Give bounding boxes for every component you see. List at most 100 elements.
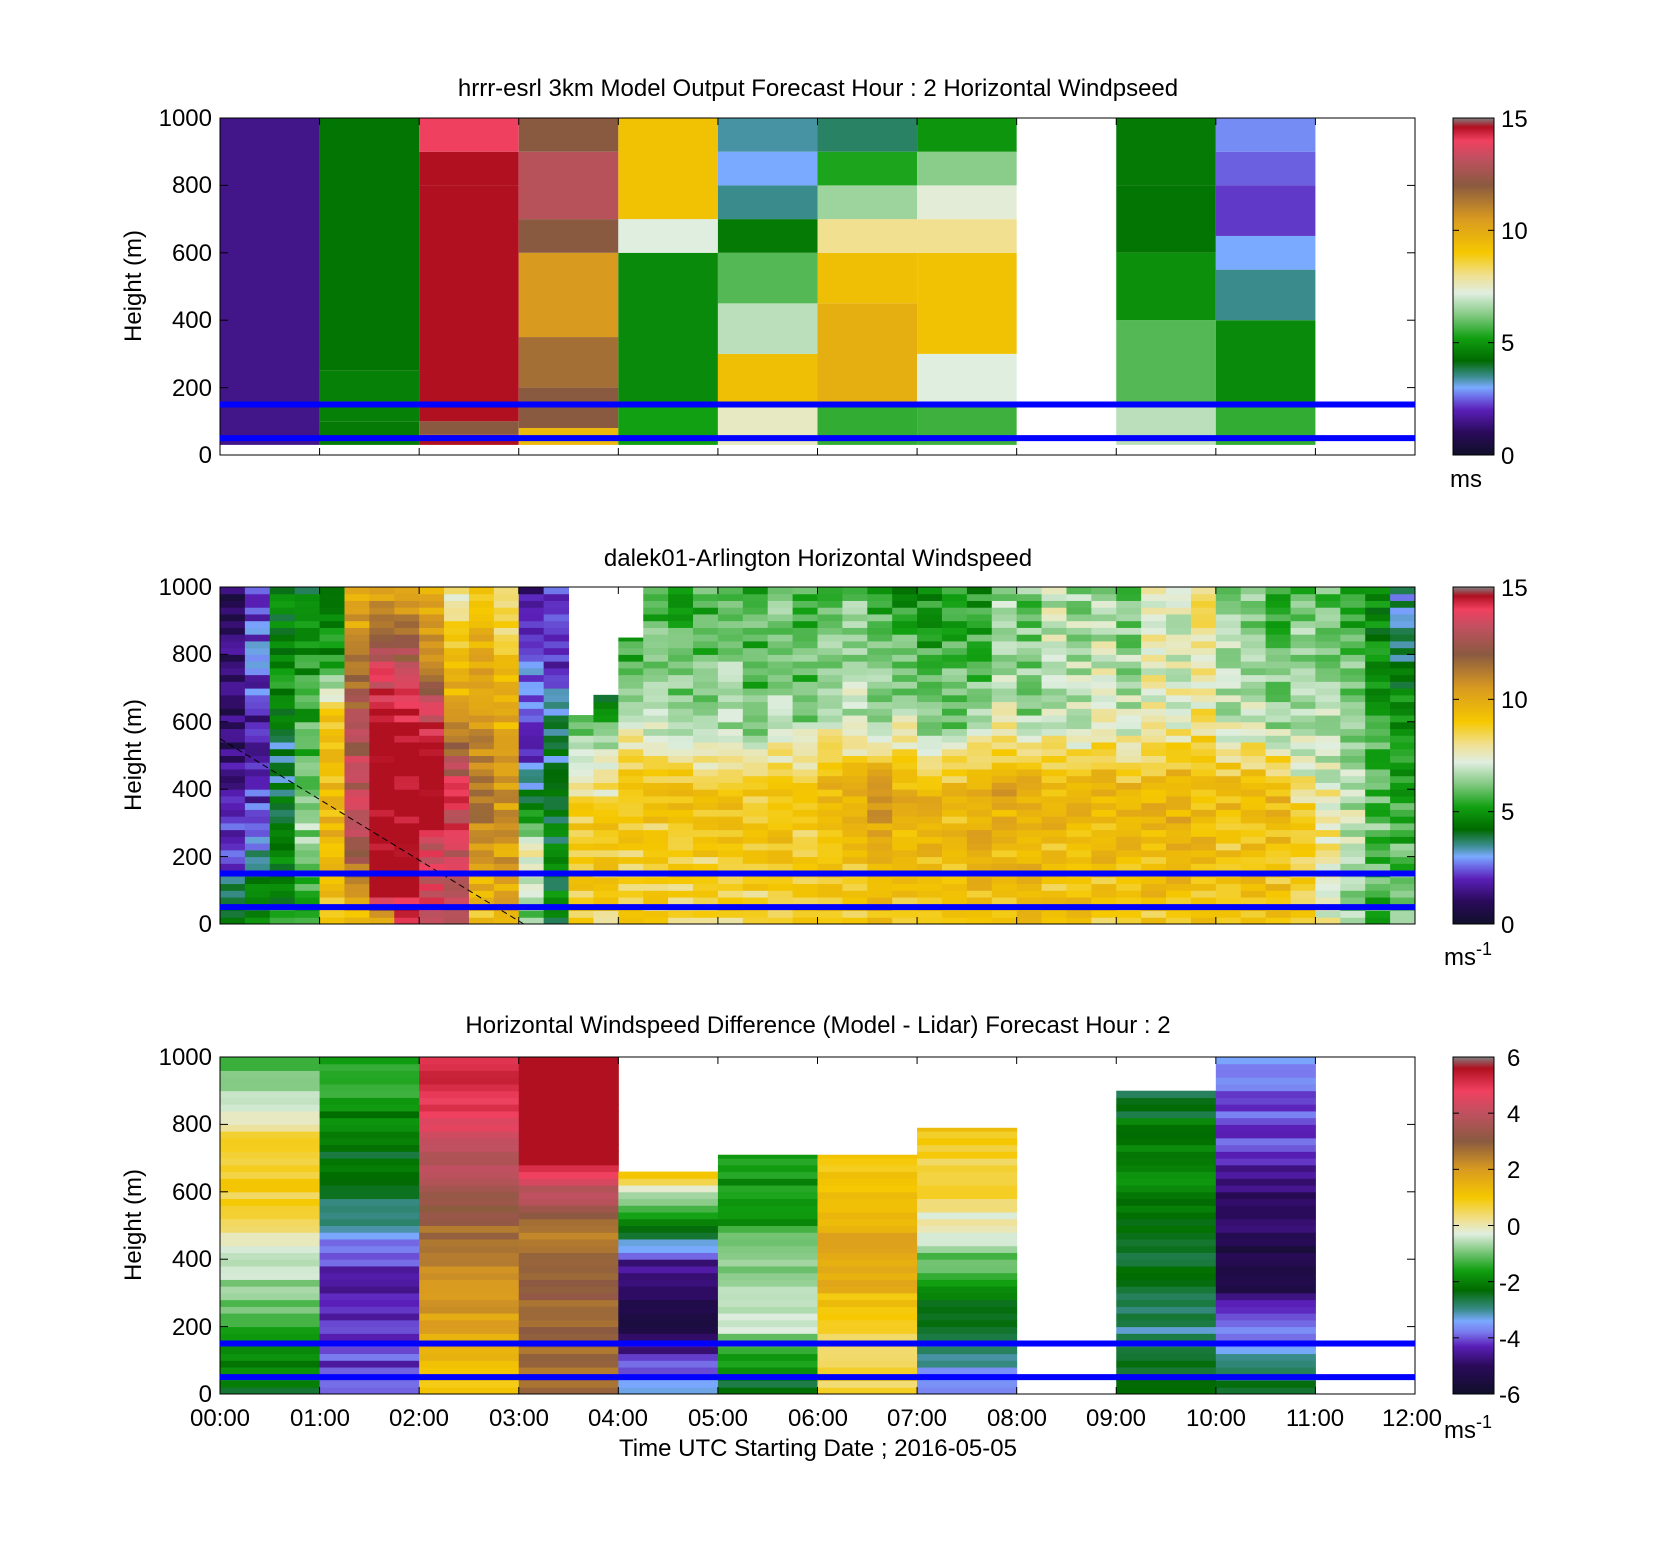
heatmap-cell (1091, 816, 1117, 824)
heatmap-cell (817, 252, 918, 304)
heatmap-cell (269, 762, 296, 770)
heatmap-cell (1166, 822, 1192, 831)
heatmap-cell (1141, 674, 1167, 682)
heatmap-cell (1390, 748, 1416, 756)
heatmap-cell (817, 674, 843, 682)
heatmap-cell (1315, 762, 1341, 770)
heatmap-cell (1340, 829, 1366, 837)
heatmap-cell (518, 219, 619, 253)
heatmap-cell (568, 715, 594, 723)
heatmap-cell (991, 890, 1018, 898)
heatmap-cell (966, 883, 993, 891)
heatmap-cell (1091, 600, 1117, 608)
heatmap-cell (419, 647, 445, 655)
heatmap-cell (742, 674, 769, 682)
heatmap-cell (1190, 829, 1217, 837)
heatmap-cell (518, 1313, 619, 1321)
heatmap-cell (917, 1259, 1018, 1267)
heatmap-cell (1091, 890, 1117, 898)
heatmap-cell (1315, 795, 1341, 804)
heatmap-cell (1265, 897, 1292, 905)
heatmap-cell (1166, 593, 1192, 601)
heatmap-cell (1116, 708, 1142, 716)
heatmap-cell (319, 1353, 420, 1361)
heatmap-cell (593, 721, 619, 730)
heatmap-cell (220, 897, 246, 905)
heatmap-cell (1290, 809, 1316, 817)
heatmap-cell (693, 620, 719, 628)
heatmap-cell (618, 118, 718, 220)
heatmap-cell (1240, 593, 1267, 601)
heatmap-cell (1240, 768, 1267, 777)
heatmap-cell (668, 688, 694, 696)
heatmap-cell (319, 694, 345, 703)
heatmap-cell (244, 620, 271, 628)
heatmap-cell (1340, 627, 1366, 635)
heatmap-cell (717, 1191, 818, 1200)
heatmap-cell (220, 1333, 321, 1341)
heatmap-cell (717, 694, 744, 703)
heatmap-cell (643, 620, 669, 628)
heatmap-cell (1166, 620, 1192, 628)
heatmap-cell (643, 701, 669, 709)
heatmap-cell (369, 735, 395, 743)
heatmap-cell (1116, 1158, 1217, 1166)
heatmap-cell (1215, 775, 1242, 783)
heatmap-cell (319, 836, 345, 844)
heatmap-cell (518, 627, 545, 635)
heatmap-cell (269, 674, 296, 682)
heatmap-cell (842, 890, 868, 898)
heatmap-cell (817, 1185, 918, 1193)
heatmap-cell (1265, 795, 1292, 804)
heatmap-cell (1066, 674, 1092, 682)
heatmap-cell (842, 681, 868, 689)
heatmap-cell (369, 587, 395, 595)
heatmap-cell (817, 219, 918, 253)
heatmap-cell (1215, 627, 1242, 635)
heatmap-cell (1215, 762, 1242, 770)
heatmap-cell (1066, 876, 1092, 885)
heatmap-cell (1290, 836, 1316, 844)
heatmap-cell (767, 627, 794, 635)
heatmap-cell (1340, 883, 1366, 891)
heatmap-cell (1390, 775, 1416, 783)
heatmap-cell (1290, 627, 1316, 635)
heatmap-cell (1265, 654, 1292, 662)
heatmap-cell (1116, 1198, 1217, 1206)
heatmap-cell (767, 735, 794, 743)
heatmap-cell (1390, 856, 1416, 864)
heatmap-cell (518, 816, 545, 824)
heatmap-cell (717, 721, 744, 730)
heatmap-cell (668, 667, 694, 676)
heatmap-cell (518, 1124, 619, 1132)
heatmap-cell (1390, 863, 1416, 871)
heatmap-cell (1240, 917, 1267, 925)
heatmap-cell (1215, 1259, 1316, 1267)
heatmap-cell (966, 917, 993, 925)
heatmap-cell (991, 661, 1018, 669)
heatmap-cell (568, 755, 594, 763)
heatmap-cell (966, 654, 993, 662)
heatmap-cell (593, 897, 619, 905)
heatmap-cell (1041, 897, 1067, 905)
colorbar-unit-exponent: -1 (1476, 939, 1492, 959)
heatmap-cell (717, 1212, 818, 1220)
heatmap-cell (419, 640, 445, 649)
heatmap-cell (269, 647, 296, 655)
heatmap-cell (394, 721, 420, 730)
heatmap-cell (593, 876, 619, 885)
heatmap-cell (917, 829, 943, 837)
heatmap-cell (543, 816, 570, 824)
heatmap-cell (419, 1171, 520, 1179)
heatmap-cell (1365, 748, 1391, 756)
panel-diff-colorbar: -6 -4 -2 0 2 4 6 ms-1 (1444, 1045, 1520, 1444)
heatmap-cell (892, 897, 918, 905)
heatmap-cell (1215, 883, 1242, 891)
heatmap-cell (1141, 620, 1167, 628)
heatmap-cell (742, 587, 769, 595)
heatmap-cell (319, 775, 345, 783)
heatmap-cell (1240, 843, 1267, 851)
heatmap-cell (817, 661, 843, 669)
heatmap-cell (767, 701, 794, 709)
heatmap-cell (717, 782, 744, 790)
